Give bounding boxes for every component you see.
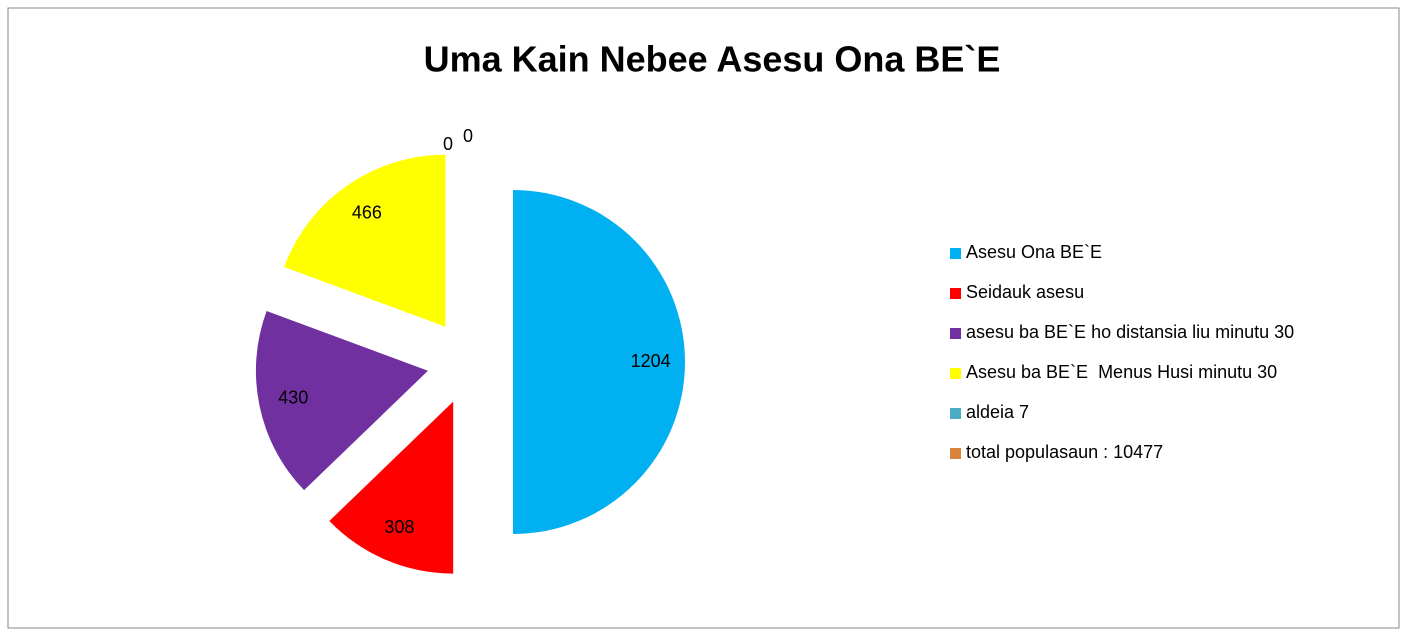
value-label: 466 xyxy=(352,203,382,223)
legend-label: asesu ba BE`E ho distansia liu minutu 30 xyxy=(966,322,1294,342)
pie-slice xyxy=(513,190,685,534)
value-label: 430 xyxy=(278,388,308,408)
legend-label: Asesu Ona BE`E xyxy=(966,242,1102,262)
chart-title: Uma Kain Nebee Asesu Ona BE`E xyxy=(424,39,1001,80)
value-label: 0 xyxy=(443,134,453,154)
legend-swatch xyxy=(950,328,961,339)
legend-swatch xyxy=(950,248,961,259)
value-label: 308 xyxy=(384,517,414,537)
legend-label: total populasaun : 10477 xyxy=(966,442,1163,462)
pie-slice xyxy=(329,401,454,574)
pie-slice xyxy=(255,311,428,491)
pie-slice xyxy=(284,154,446,327)
chart-frame xyxy=(7,7,1400,629)
legend-swatch xyxy=(950,368,961,379)
legend-label: Asesu ba BE`E Menus Husi minutu 30 xyxy=(966,362,1277,382)
legend-swatch xyxy=(950,448,961,459)
legend-label: aldeia 7 xyxy=(966,402,1029,422)
value-label: 1204 xyxy=(631,351,671,371)
legend-swatch xyxy=(950,288,961,299)
legend-label: Seidauk asesu xyxy=(966,282,1084,302)
value-label: 0 xyxy=(463,126,473,146)
legend-swatch xyxy=(950,408,961,419)
